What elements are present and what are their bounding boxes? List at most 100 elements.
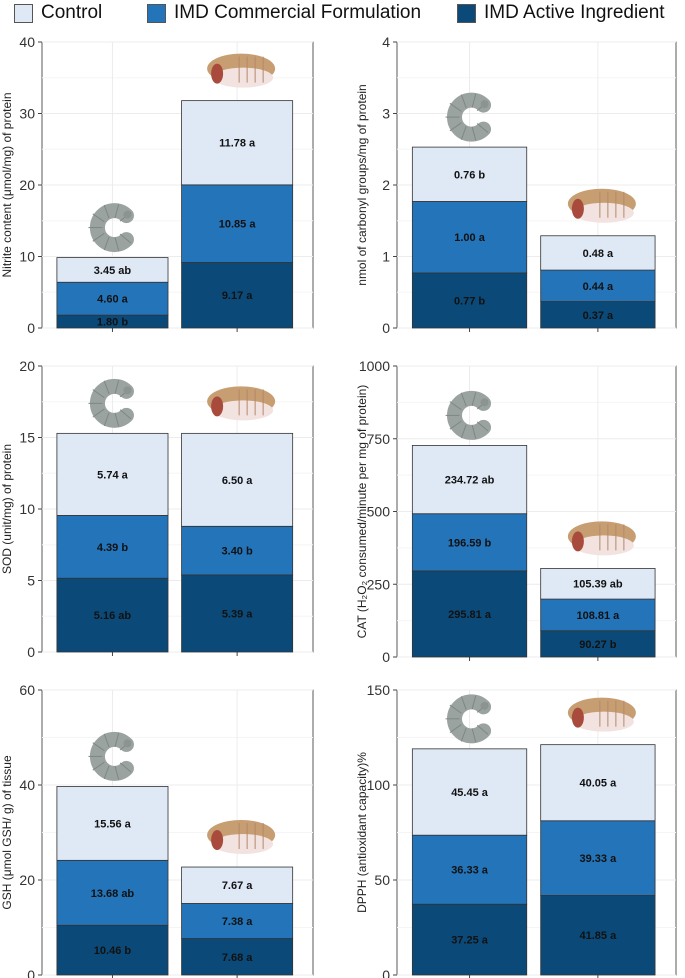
larva-segment [476,724,489,735]
larva-segment [471,392,477,406]
larva-segment [449,102,462,112]
legend-label-control: Control [41,2,103,23]
pupa-icon [567,188,636,223]
y-tick-label: 1 [382,249,390,265]
larva-segment [103,380,110,395]
data-label: 36.33 a [451,865,489,877]
bar-segment [540,269,656,302]
data-label: 108.81 a [576,610,620,622]
bar-segment [411,834,528,905]
y-tick-label: 10 [19,501,35,517]
data-label: 5.39 a [222,608,253,620]
data-label: 9.17 a [222,290,253,302]
larva-segment [103,765,110,780]
data-label: 45.45 a [451,787,489,799]
legend-label-active: IMD Active Ingredient [484,2,665,23]
pupa-underside [573,711,634,732]
chart-panel: 0 20 40 60 GSH (μmol GSH/ g) of tissue 10.46 … [0,682,314,978]
bar-segment [181,262,294,329]
bar-segment [56,257,169,283]
pupa-eye [571,707,584,728]
bar-segment [56,859,169,926]
bar-segment [181,574,294,653]
legend-item-control: Control [14,2,102,24]
y-tick-label: 0 [27,644,35,660]
larva-segment [114,733,120,747]
larva-segment [92,761,105,771]
y-axis-label: DPPH (antioxidant capacity)% [355,752,369,913]
larva-segment [476,421,489,432]
bar-segment [540,744,656,822]
chart-panel: 0 250 500 750 1000 CAT (H₂O₂ consumed/minute … [355,358,677,665]
legend: Control IMD Commercial Formulation IMD A… [0,0,685,26]
larva-segment [119,233,132,244]
larva-head [123,739,132,748]
data-label: 234.72 ab [445,475,495,487]
data-label: 0.76 b [454,169,485,181]
y-axis-label: Nitrite content (μmol/mg) of protein [0,93,14,278]
larva-segment [92,213,105,223]
larva-icon [88,203,134,253]
bar-segment [56,281,169,316]
bar-segment [411,513,528,572]
pupa-icon [567,521,636,556]
pupa-eye [211,63,224,84]
bar-segment [540,598,656,632]
bar-segment [411,445,528,515]
data-label: 5.74 a [97,469,128,481]
y-tick-label: 20 [19,872,35,888]
chart-panel: 0 5 10 15 20 SOD (unit/mg) of protein 5.16 ab 4… [0,358,314,660]
pupa-underside [213,67,274,88]
larva-segment [449,704,462,714]
bar-segment [181,100,294,186]
data-label: 7.38 a [222,916,253,928]
legend-label-commercial: IMD Commercial Formulation [174,2,422,23]
data-label: 196.59 b [448,537,492,549]
larva-segment [449,122,462,132]
pupa-underside [573,535,634,556]
larva-segment [460,392,467,407]
y-tick-label: 250 [367,576,391,592]
larva-icon [445,390,492,440]
data-label: 1.00 a [454,232,485,244]
y-tick-label: 0 [382,649,390,665]
y-tick-label: 4 [382,34,390,50]
larva-head [480,398,489,407]
data-label: 37.25 a [451,935,489,947]
larva-segment [92,408,105,418]
y-tick-label: 2 [382,177,390,193]
data-label: 10.46 b [94,945,132,957]
data-label: 1.80 b [97,317,128,329]
larva-head [480,100,489,109]
y-tick-label: 30 [19,106,35,122]
pupa-underside [213,400,274,421]
larva-segment [114,204,120,219]
larva-segment [460,696,467,710]
y-tick-label: 50 [374,872,390,888]
data-label: 40.05 a [580,778,618,790]
larva-segment [460,728,467,742]
larva-head [480,701,489,710]
larva-segment [119,762,132,773]
bar-segment [181,938,294,976]
y-tick-label: 500 [367,504,391,520]
y-tick-label: 0 [27,320,35,336]
larva-segment [460,94,467,108]
y-tick-label: 0 [382,967,390,978]
larva-head [123,386,132,395]
bar-segment [181,525,294,576]
larva-segment [471,424,477,439]
legend-swatch-active [457,3,476,23]
larva-segment [471,728,477,743]
larva-icon [88,378,134,428]
data-label: 0.77 b [454,295,485,307]
y-tick-label: 5 [27,573,35,589]
y-tick-label: 0 [382,320,390,336]
bar-segment [411,201,528,274]
data-label: 6.50 a [222,475,253,487]
larva-segment [471,695,477,710]
bar-segment [411,903,528,976]
bar-segment [411,146,528,202]
pupa-underside [573,202,634,223]
